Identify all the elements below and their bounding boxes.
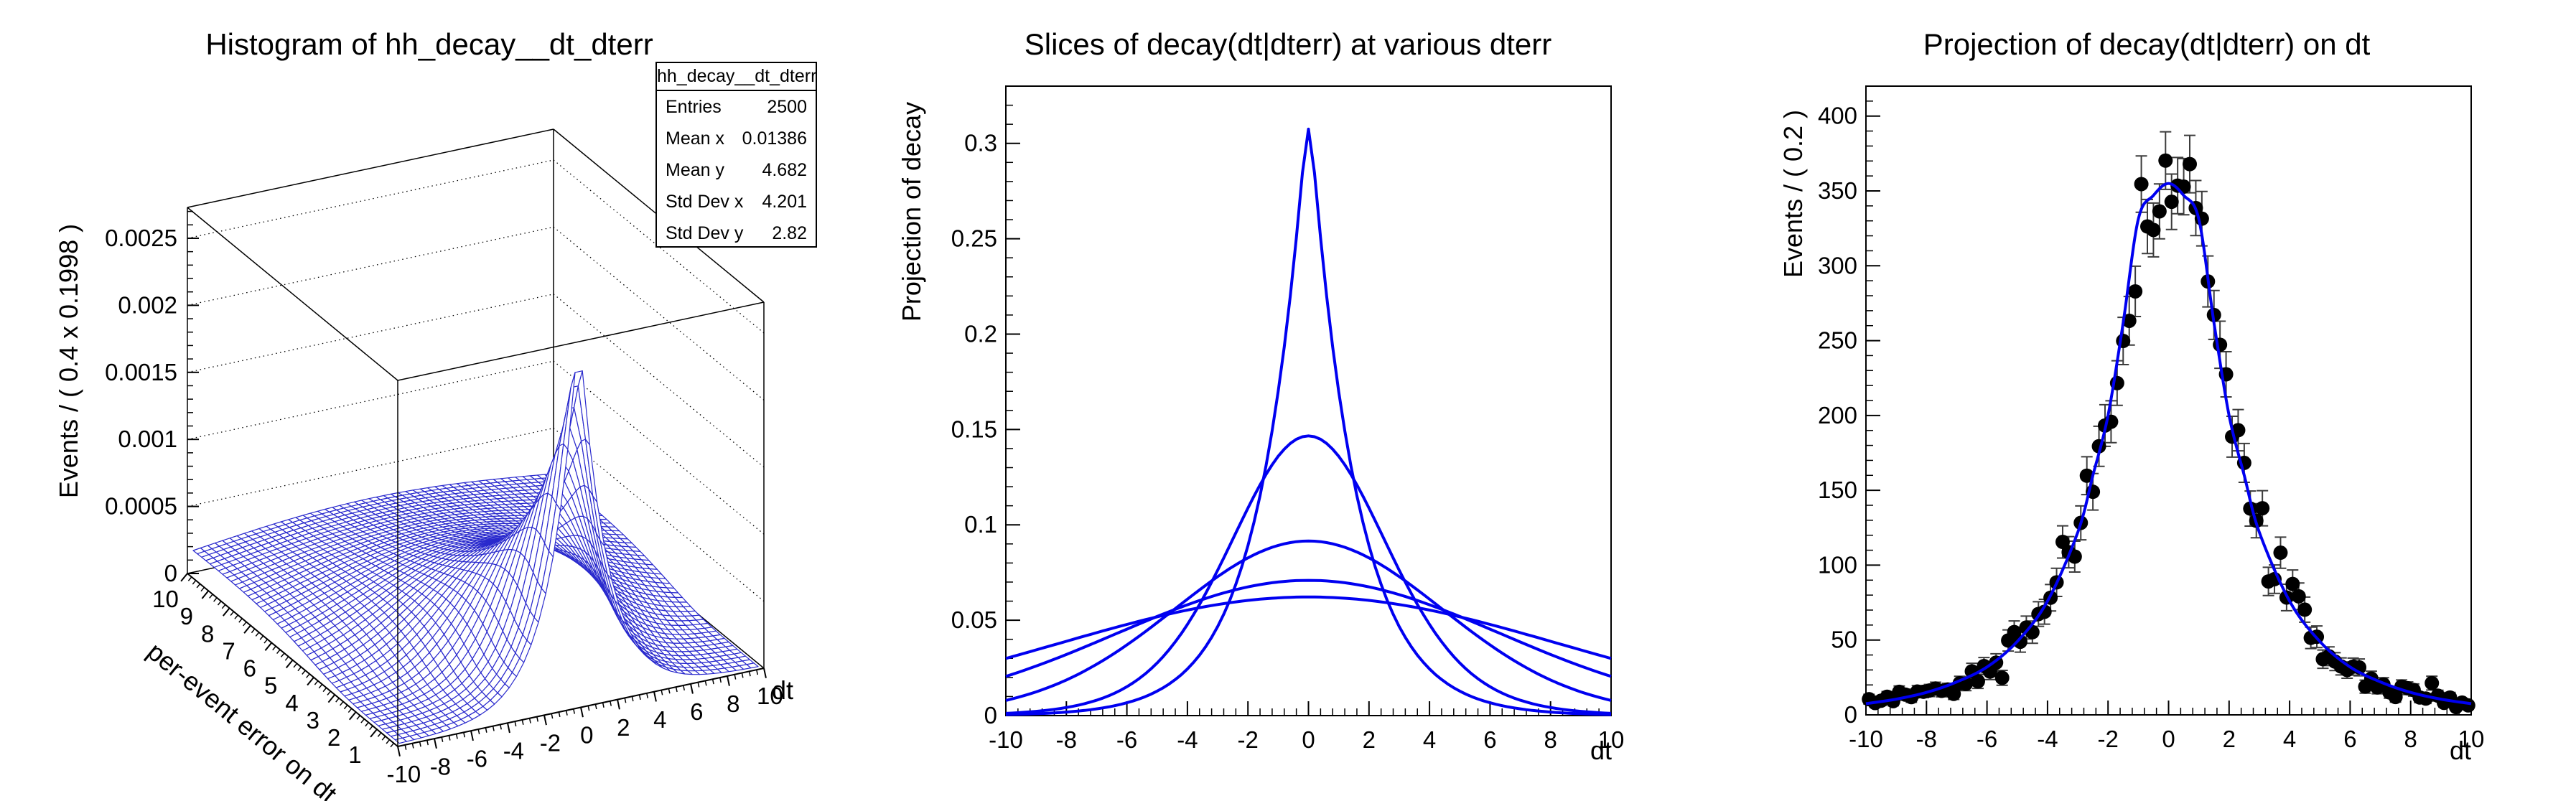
panel3-y-axis-title: Events / ( 0.2 ) (1778, 109, 1808, 278)
slices-plot: -10 -8 -6 -4 -2 0 2 4 6 8 10 0 0.05 0.1 0.15 0.2 0.25 0.3 (951, 85, 1625, 753)
slice-curve (1005, 578, 1612, 678)
svg-text:-6: -6 (1977, 726, 1997, 752)
svg-text:0.0015: 0.0015 (105, 359, 177, 385)
fit-curve (1865, 182, 2472, 706)
svg-text:-2: -2 (1238, 726, 1259, 753)
svg-text:8: 8 (2404, 726, 2417, 752)
svg-text:-8: -8 (1916, 726, 1937, 752)
svg-text:-6: -6 (467, 745, 487, 772)
svg-text:250: 250 (1818, 327, 1857, 354)
svg-text:6: 6 (243, 655, 256, 682)
stats-box: hh_decay__dt_dterr Entries 2500 Mean x 0.0… (655, 62, 817, 248)
panel2-x-axis-title: dt (1590, 736, 1613, 765)
svg-text:4: 4 (285, 690, 298, 716)
svg-text:2: 2 (327, 724, 340, 751)
slice-curve (1005, 595, 1612, 660)
slice-curve (1005, 434, 1612, 715)
svg-text:0.0025: 0.0025 (105, 225, 177, 251)
svg-text:0: 0 (580, 722, 593, 749)
svg-text:8: 8 (727, 690, 739, 717)
slice-curve (1005, 539, 1612, 702)
svg-text:0.2: 0.2 (964, 320, 997, 347)
svg-text:0: 0 (2162, 726, 2175, 752)
svg-text:-10: -10 (387, 761, 421, 787)
svg-text:8: 8 (1544, 726, 1557, 753)
panel2-y-axis-title: Projection of decay (897, 101, 926, 322)
svg-text:2: 2 (617, 714, 630, 741)
stats-row-stddev-x: Std Dev x 4.201 (666, 192, 807, 212)
svg-text:150: 150 (1818, 477, 1857, 503)
svg-text:-8: -8 (430, 753, 451, 779)
svg-text:9: 9 (180, 603, 193, 629)
svg-text:2: 2 (2223, 726, 2236, 752)
svg-text:0: 0 (984, 702, 997, 729)
svg-text:4: 4 (2283, 726, 2296, 752)
svg-text:6: 6 (2343, 726, 2356, 752)
stats-row-mean-x: Mean x 0.01386 (666, 128, 807, 149)
svg-text:10: 10 (152, 586, 179, 612)
svg-text:0: 0 (1302, 726, 1315, 753)
svg-text:-4: -4 (2037, 726, 2058, 752)
panel3-x-axis-title: dt (2449, 736, 2472, 765)
svg-text:0.001: 0.001 (118, 426, 177, 452)
panel1-z-axis-title: Events / ( 0.4 x 0.1998 ) (54, 223, 83, 499)
projection-plot: -10 -8 -6 -4 -2 0 2 4 6 8 100501001502002503003504… (1818, 85, 2485, 752)
svg-text:-4: -4 (1177, 726, 1198, 753)
data-points (1862, 131, 2475, 715)
svg-text:-10: -10 (989, 726, 1023, 753)
svg-text:400: 400 (1818, 103, 1857, 129)
svg-text:0: 0 (164, 560, 177, 586)
svg-text:6: 6 (1483, 726, 1496, 753)
svg-text:350: 350 (1818, 177, 1857, 204)
svg-text:300: 300 (1818, 252, 1857, 278)
panel1-x-axis-title: dt (771, 675, 794, 705)
svg-text:0.25: 0.25 (951, 225, 997, 252)
svg-text:0.3: 0.3 (964, 130, 997, 156)
svg-text:-8: -8 (1056, 726, 1077, 753)
svg-text:7: 7 (222, 637, 235, 664)
panel1-title: Histogram of hh_decay__dt_dterr (205, 27, 653, 61)
svg-text:1: 1 (348, 741, 361, 768)
surface-mesh (192, 370, 759, 744)
svg-text:0.15: 0.15 (951, 416, 997, 442)
svg-text:-4: -4 (503, 737, 524, 764)
svg-text:10: 10 (757, 683, 783, 709)
svg-text:0.0005: 0.0005 (105, 493, 177, 520)
panel2-title: Slices of decay(dt|dterr) at various dte… (1024, 27, 1552, 61)
svg-text:-2: -2 (540, 730, 561, 756)
svg-text:-2: -2 (2098, 726, 2119, 752)
stats-row-entries: Entries 2500 (666, 97, 807, 117)
svg-text:10: 10 (1598, 726, 1625, 753)
svg-text:100: 100 (1818, 551, 1857, 578)
svg-text:0: 0 (1844, 701, 1857, 728)
stats-row-stddev-y: Std Dev y 2.82 (666, 223, 807, 243)
svg-text:4: 4 (1423, 726, 1436, 753)
stats-row-mean-y: Mean y 4.682 (666, 160, 807, 180)
svg-text:4: 4 (653, 706, 666, 733)
stats-header: hh_decay__dt_dterr (657, 63, 816, 91)
slice-curve (1005, 127, 1612, 716)
svg-text:-6: -6 (1116, 726, 1137, 753)
svg-text:0.002: 0.002 (118, 291, 177, 318)
svg-text:-10: -10 (1849, 726, 1883, 752)
svg-text:0.05: 0.05 (951, 606, 997, 633)
svg-text:0.1: 0.1 (964, 511, 997, 538)
svg-text:5: 5 (264, 673, 277, 699)
svg-text:6: 6 (690, 698, 703, 725)
svg-text:50: 50 (1831, 627, 1857, 653)
panel3-title: Projection of decay(dt|dterr) on dt (1923, 27, 2371, 61)
svg-text:200: 200 (1818, 402, 1857, 428)
svg-text:2: 2 (1363, 726, 1376, 753)
svg-text:3: 3 (307, 707, 319, 734)
svg-text:8: 8 (201, 620, 214, 647)
svg-text:10: 10 (2458, 726, 2485, 752)
surface-plot: -10 -8 -6 -4 -2 0 2 4 6 8 101234567891000.00050.00… (105, 128, 783, 787)
